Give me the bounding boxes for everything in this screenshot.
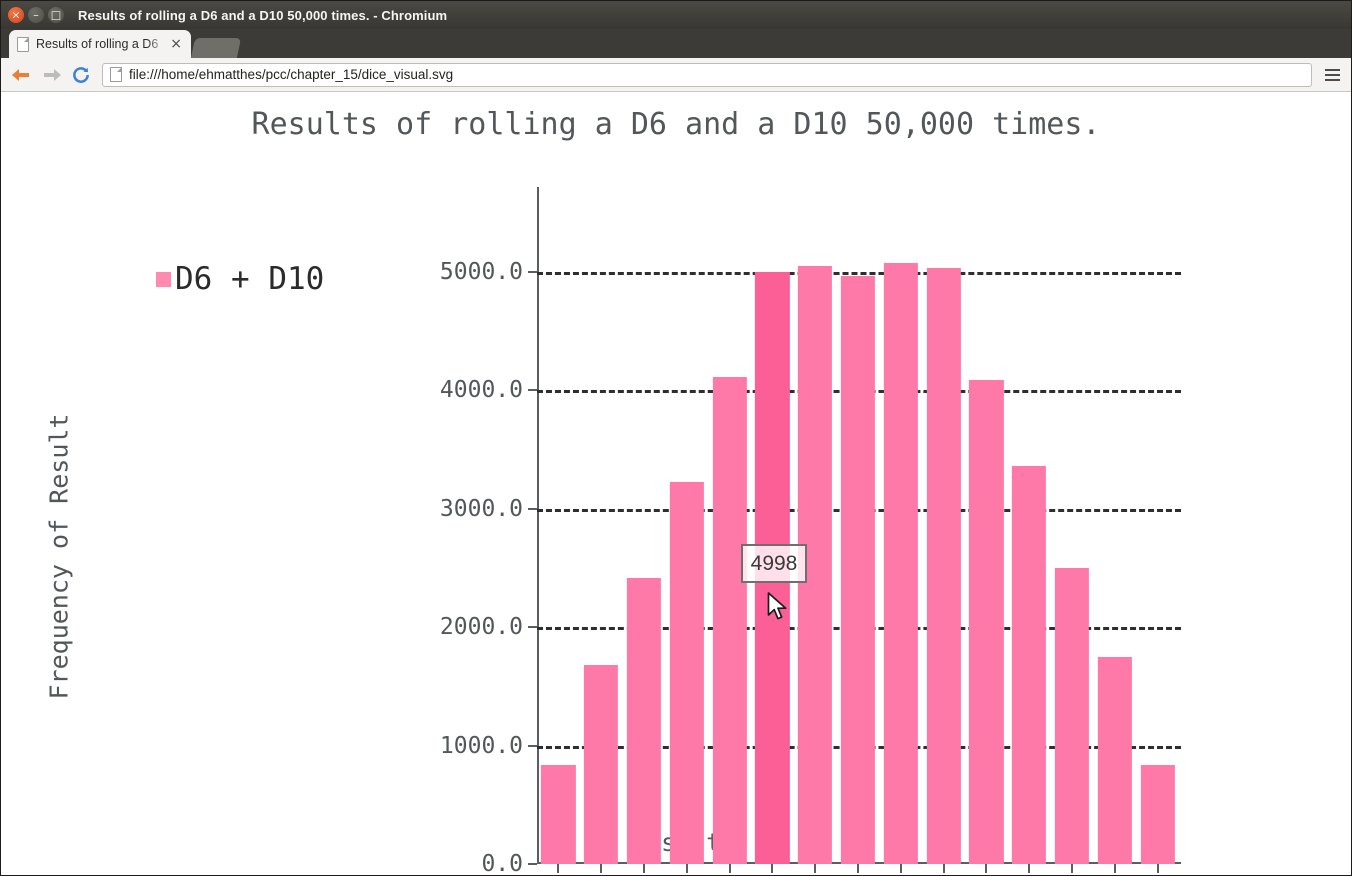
bar-11[interactable] (926, 267, 961, 864)
tooltip-value: 4998 (750, 551, 798, 575)
dice-chart-svg: Results of rolling a D6 and a D10 50,000… (1, 92, 1351, 875)
bar-5[interactable] (669, 481, 704, 864)
url-text: file:///home/ehmatthes/pcc/chapter_15/di… (129, 67, 454, 82)
y-tick-label-1000: 1000.0 (439, 732, 523, 759)
window-titlebar: × – □ Results of rolling a D6 and a D10 … (1, 1, 1351, 29)
y-tick-label-4000: 4000.0 (439, 377, 523, 404)
tab-strip: Results of rolling a D6 × (1, 29, 1351, 58)
chart-title: Results of rolling a D6 and a D10 50,000… (251, 107, 1101, 142)
x-tick-14 (1071, 864, 1073, 873)
mouse-cursor (767, 592, 787, 620)
minimize-icon: – (33, 8, 39, 21)
x-tick-5 (685, 864, 688, 873)
y-tick-4000 (528, 389, 537, 392)
legend-label-d6-d10: D6 + D10 (175, 261, 325, 297)
back-arrow-icon (11, 68, 31, 82)
bar-4[interactable] (626, 578, 662, 864)
x-tick-16 (1156, 864, 1159, 873)
back-button[interactable] (7, 61, 35, 89)
x-tick-11 (942, 864, 945, 873)
document-icon (110, 67, 122, 82)
y-axis-title: Frequency of Result (44, 413, 74, 700)
page-viewport: Results of rolling a D6 and a D10 50,000… (1, 92, 1351, 875)
y-tick-1000 (528, 744, 537, 747)
chart-legend[interactable]: D6 + D10 (156, 264, 324, 295)
forward-arrow-icon (42, 68, 61, 82)
y-tick-label-0: 0.0 (481, 851, 523, 875)
bar-10[interactable] (883, 262, 918, 864)
bar-value-tooltip: 4998 (741, 544, 807, 583)
close-icon: × (11, 8, 21, 21)
bar-16[interactable] (1140, 764, 1175, 864)
window-minimize-button[interactable]: – (28, 7, 44, 23)
y-tick-label-5000: 5000.0 (439, 259, 523, 285)
reload-button[interactable] (67, 61, 95, 89)
y-axis-line (537, 187, 539, 864)
y-tick-label-2000: 2000.0 (439, 614, 523, 641)
reload-icon (73, 66, 89, 83)
y-tick-0 (528, 863, 537, 865)
x-tick-7 (771, 864, 774, 873)
forward-button[interactable] (37, 61, 65, 89)
gridline-5000 (537, 272, 1181, 275)
window-maximize-button[interactable]: □ (48, 7, 64, 23)
bar-3[interactable] (584, 664, 619, 864)
tab-label: Results of rolling a D6 (36, 37, 159, 51)
bar-6[interactable] (712, 376, 747, 864)
x-tick-13 (1028, 864, 1031, 873)
legend-swatch-d6-d10 (156, 272, 171, 287)
tab-close-icon[interactable]: × (170, 36, 182, 52)
address-bar[interactable]: file:///home/ehmatthes/pcc/chapter_15/di… (102, 62, 1312, 87)
x-tick-12 (985, 864, 988, 873)
maximize-icon: □ (50, 8, 62, 21)
y-tick-3000 (528, 507, 537, 510)
y-tick-5000 (528, 271, 537, 273)
bar-12[interactable] (969, 379, 1004, 864)
x-tick-10 (899, 864, 902, 873)
window-controls: × – □ (8, 7, 64, 23)
x-tick-3 (600, 864, 603, 873)
page-icon (17, 36, 29, 52)
bar-2[interactable] (541, 764, 576, 864)
bar-14[interactable] (1054, 568, 1090, 864)
bar-15[interactable] (1097, 656, 1132, 864)
y-tick-2000 (528, 626, 537, 629)
x-tick-4 (643, 864, 645, 873)
tab-dice-visual[interactable]: Results of rolling a D6 × (9, 30, 191, 58)
x-tick-9 (857, 864, 859, 873)
bar-13[interactable] (1012, 466, 1047, 864)
new-tab-button[interactable] (190, 38, 242, 58)
window-title: Results of rolling a D6 and a D10 50,000… (78, 7, 448, 23)
x-tick-6 (728, 864, 731, 873)
browser-toolbar: file:///home/ehmatthes/pcc/chapter_15/di… (1, 58, 1351, 92)
x-tick-2 (557, 864, 560, 873)
y-tick-label-3000: 3000.0 (439, 495, 523, 522)
hamburger-menu-icon[interactable] (1319, 62, 1345, 88)
bar-9[interactable] (840, 275, 876, 864)
x-tick-15 (1113, 864, 1116, 873)
x-tick-8 (814, 864, 817, 873)
window-close-button[interactable]: × (8, 7, 24, 23)
